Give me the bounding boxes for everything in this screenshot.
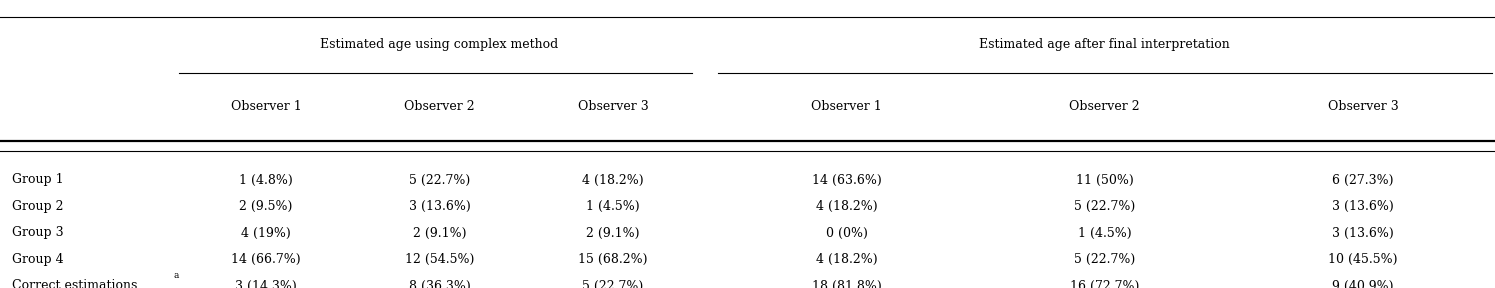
Text: Group 4: Group 4 xyxy=(12,253,64,266)
Text: 5 (22.7%): 5 (22.7%) xyxy=(1075,200,1135,213)
Text: Estimated age using complex method: Estimated age using complex method xyxy=(320,38,559,51)
Text: 6 (27.3%): 6 (27.3%) xyxy=(1332,173,1393,187)
Text: 5 (22.7%): 5 (22.7%) xyxy=(583,279,643,288)
Text: Observer 1: Observer 1 xyxy=(230,100,302,113)
Text: 16 (72.7%): 16 (72.7%) xyxy=(1070,279,1139,288)
Text: a: a xyxy=(173,270,179,280)
Text: 1 (4.5%): 1 (4.5%) xyxy=(586,200,640,213)
Text: 3 (13.6%): 3 (13.6%) xyxy=(1332,226,1393,240)
Text: 18 (81.8%): 18 (81.8%) xyxy=(812,279,882,288)
Text: 14 (63.6%): 14 (63.6%) xyxy=(812,173,882,187)
Text: Estimated age after final interpretation: Estimated age after final interpretation xyxy=(979,38,1230,51)
Text: 3 (13.6%): 3 (13.6%) xyxy=(1332,200,1393,213)
Text: 8 (36.3%): 8 (36.3%) xyxy=(408,279,471,288)
Text: 9 (40.9%): 9 (40.9%) xyxy=(1332,279,1393,288)
Text: 3 (14.3%): 3 (14.3%) xyxy=(235,279,298,288)
Text: Group 2: Group 2 xyxy=(12,200,63,213)
Text: 1 (4.5%): 1 (4.5%) xyxy=(1078,226,1132,240)
Text: 4 (18.2%): 4 (18.2%) xyxy=(816,200,878,213)
Text: 4 (19%): 4 (19%) xyxy=(241,226,292,240)
Text: 11 (50%): 11 (50%) xyxy=(1076,173,1133,187)
Text: Observer 2: Observer 2 xyxy=(404,100,475,113)
Text: 4 (18.2%): 4 (18.2%) xyxy=(582,173,644,187)
Text: 4 (18.2%): 4 (18.2%) xyxy=(816,253,878,266)
Text: 3 (13.6%): 3 (13.6%) xyxy=(408,200,471,213)
Text: Observer 2: Observer 2 xyxy=(1069,100,1141,113)
Text: 1 (4.8%): 1 (4.8%) xyxy=(239,173,293,187)
Text: 2 (9.1%): 2 (9.1%) xyxy=(413,226,466,240)
Text: 15 (68.2%): 15 (68.2%) xyxy=(579,253,647,266)
Text: Correct estimations: Correct estimations xyxy=(12,279,138,288)
Text: Group 1: Group 1 xyxy=(12,173,64,187)
Text: 5 (22.7%): 5 (22.7%) xyxy=(1075,253,1135,266)
Text: Observer 3: Observer 3 xyxy=(1328,100,1398,113)
Text: Observer 3: Observer 3 xyxy=(577,100,649,113)
Text: 14 (66.7%): 14 (66.7%) xyxy=(232,253,300,266)
Text: 5 (22.7%): 5 (22.7%) xyxy=(410,173,469,187)
Text: 10 (45.5%): 10 (45.5%) xyxy=(1328,253,1398,266)
Text: 2 (9.5%): 2 (9.5%) xyxy=(239,200,293,213)
Text: Observer 1: Observer 1 xyxy=(812,100,882,113)
Text: Group 3: Group 3 xyxy=(12,226,64,240)
Text: 0 (0%): 0 (0%) xyxy=(825,226,867,240)
Text: 12 (54.5%): 12 (54.5%) xyxy=(405,253,474,266)
Text: 2 (9.1%): 2 (9.1%) xyxy=(586,226,640,240)
